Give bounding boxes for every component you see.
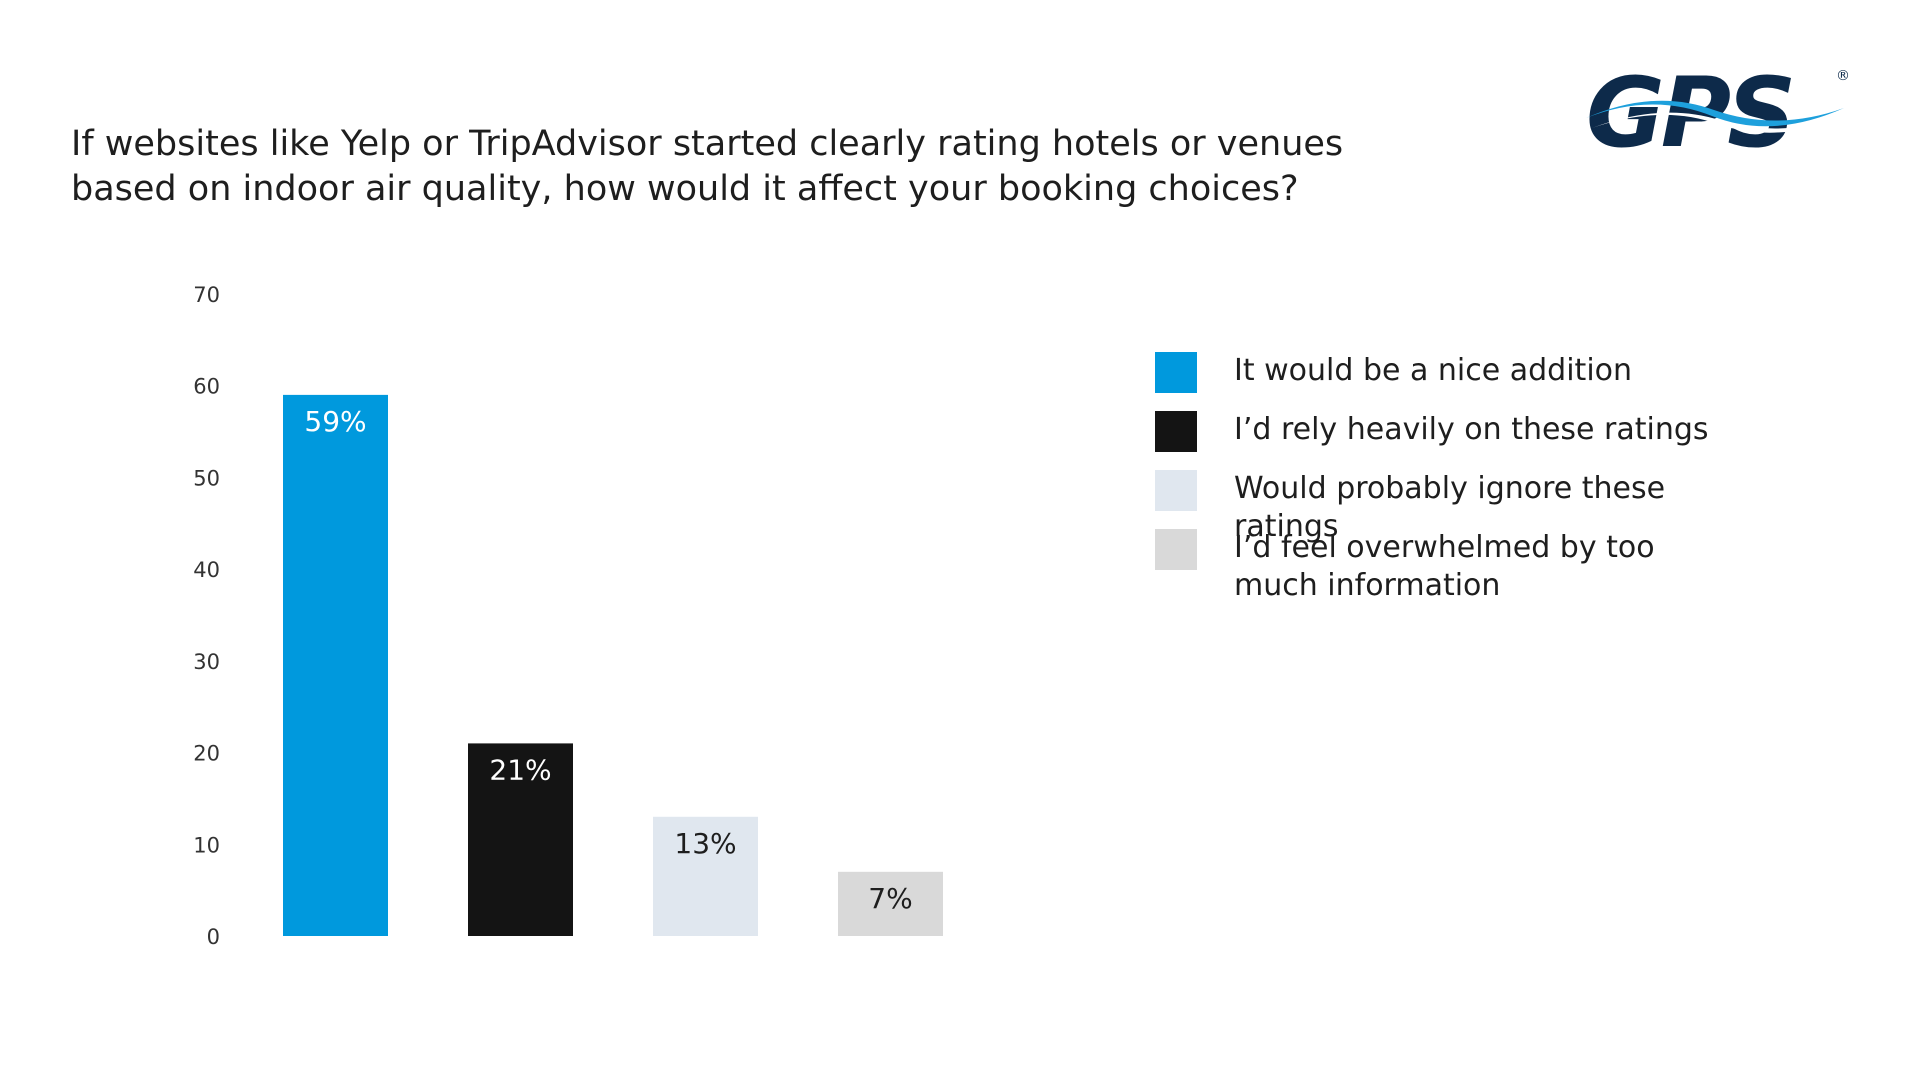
bar-data-label: 21% [489,753,551,786]
bar [653,816,758,936]
bar [838,871,943,936]
legend-label: It would be a nice addition [1234,353,1633,388]
bar [468,743,573,936]
bars-group [283,394,943,936]
bar-data-label: 13% [674,827,736,860]
bar-data-label: 7% [868,882,912,915]
gps-logo-text: GPS [1586,57,1792,162]
bar-labels-group: 59% 21% 13% 7% [304,405,912,915]
bar-data-label: 59% [304,405,366,438]
y-tick-label: 10 [193,833,220,857]
y-tick-label: 70 [193,283,220,307]
legend-label: I’d feel overwhelmed by too much informa… [1234,530,1655,603]
chart-title: If websites like Yelp or TripAdvisor sta… [71,122,1371,212]
y-tick-label: 0 [207,925,220,949]
legend-swatch [1155,529,1197,570]
legend-swatch [1155,352,1197,393]
legend-label: I’d rely heavily on these ratings [1234,412,1709,447]
gps-logo-swoosh-thin [1592,112,1840,133]
legend-swatch [1155,411,1197,452]
gps-logo: GPS ® [1586,57,1850,162]
legend-label: Would probably ignore these ratings [1234,471,1666,544]
y-tick-label: 50 [193,466,220,490]
y-tick-label: 60 [193,375,220,399]
y-axis: 0 10 20 30 40 50 60 70 [193,283,220,949]
chart-title-line-2: based on indoor air quality, how would i… [71,169,1299,209]
gps-logo-swoosh [1586,100,1844,127]
y-tick-label: 20 [193,742,220,766]
bar [283,394,388,936]
chart-title-line-1: If websites like Yelp or TripAdvisor sta… [71,124,1344,164]
gps-logo-registered-mark: ® [1836,68,1850,84]
y-tick-label: 40 [193,558,220,582]
y-tick-label: 30 [193,650,220,674]
legend-swatch [1155,470,1197,511]
